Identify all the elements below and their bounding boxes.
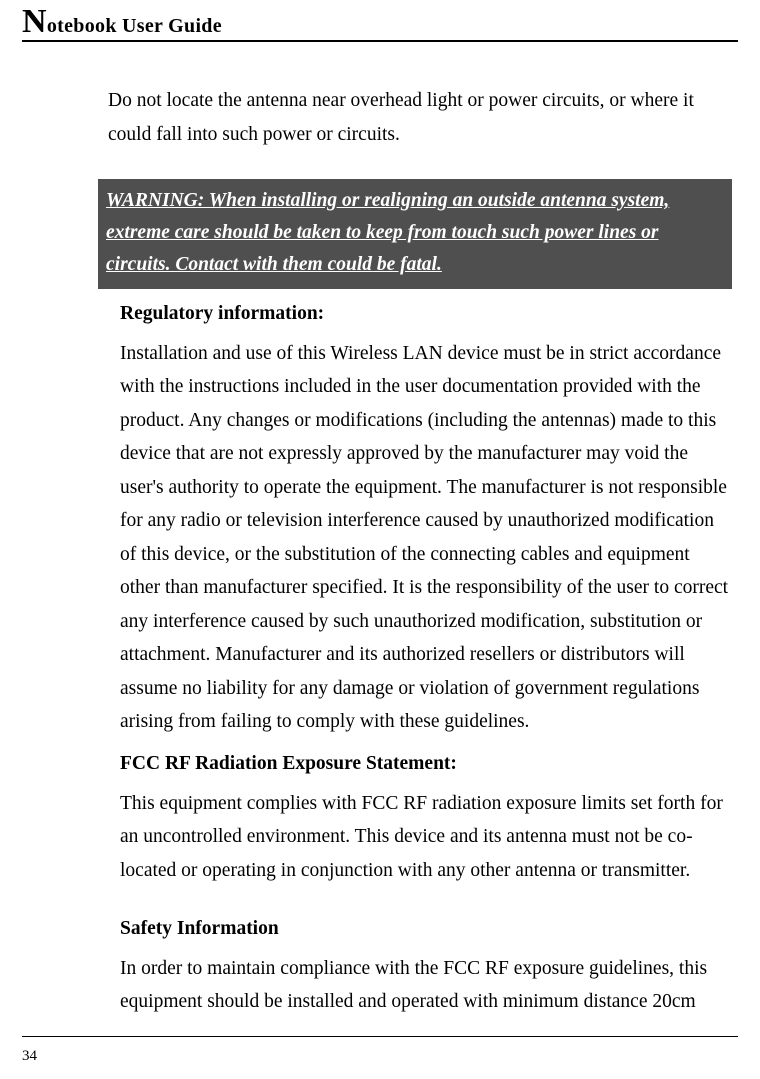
safety-body: In order to maintain compliance with the… bbox=[120, 952, 730, 1019]
regulatory-body: Installation and use of this Wireless LA… bbox=[120, 337, 730, 739]
intro-paragraph: Do not locate the antenna near overhead … bbox=[108, 84, 730, 151]
page-content: Do not locate the antenna near overhead … bbox=[22, 84, 738, 1019]
regulatory-heading: Regulatory information: bbox=[120, 303, 730, 325]
header-title: Notebook User Guide bbox=[22, 8, 738, 38]
header-dropcap: N bbox=[22, 3, 47, 40]
warning-text: WARNING: When installing or realigning a… bbox=[106, 190, 669, 275]
page-header: Notebook User Guide bbox=[22, 8, 738, 42]
fcc-heading: FCC RF Radiation Exposure Statement: bbox=[120, 753, 730, 775]
document-page: Notebook User Guide Do not locate the an… bbox=[0, 0, 760, 1079]
page-footer: 34 bbox=[22, 1036, 738, 1065]
safety-heading: Safety Information bbox=[120, 918, 730, 940]
page-number: 34 bbox=[22, 1048, 37, 1064]
warning-box: WARNING: When installing or realigning a… bbox=[98, 179, 732, 289]
fcc-body: This equipment complies with FCC RF radi… bbox=[120, 787, 730, 888]
sections-block: Regulatory information: Installation and… bbox=[108, 303, 730, 1019]
header-rest: otebook User Guide bbox=[47, 15, 222, 37]
